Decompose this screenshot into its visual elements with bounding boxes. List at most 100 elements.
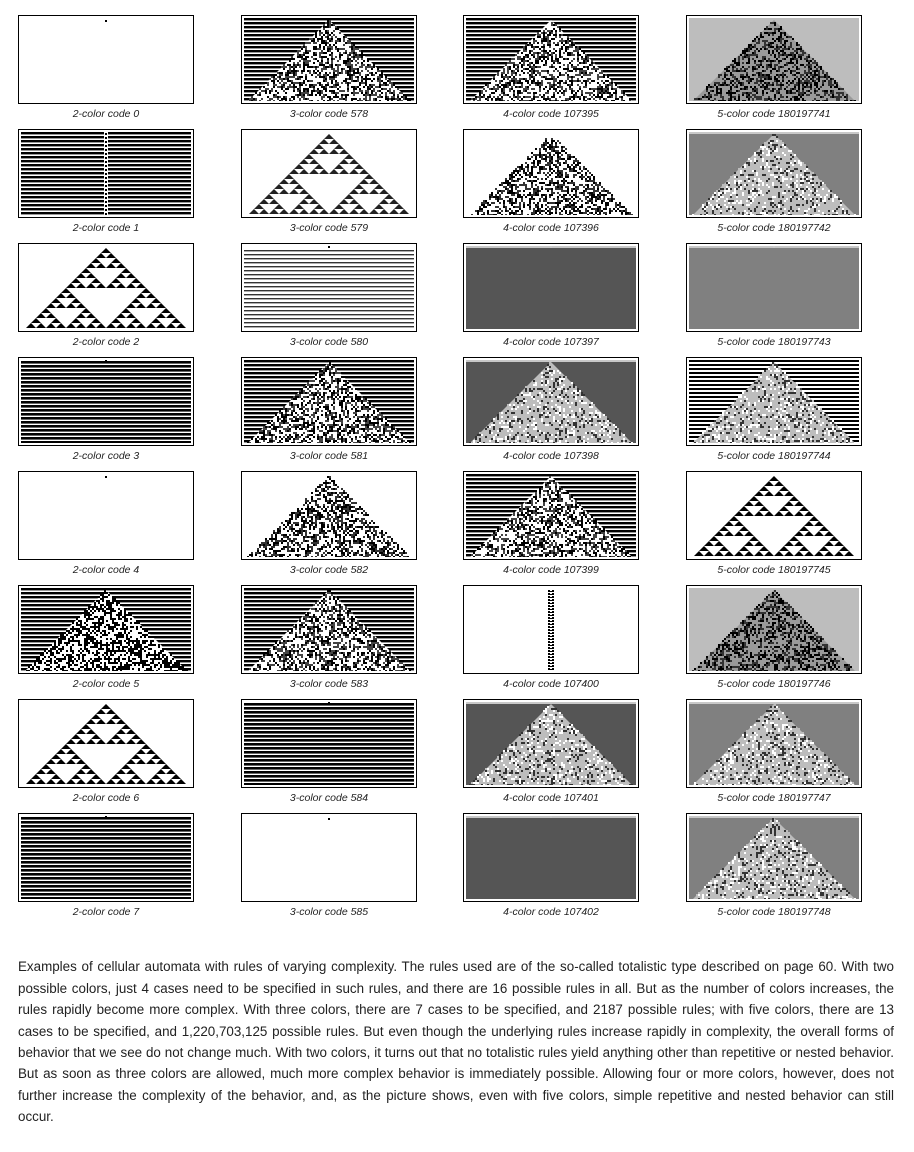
automaton-figure: 5-color code 180197745	[686, 471, 862, 583]
automaton-panel	[241, 243, 417, 332]
automaton-pattern	[689, 360, 859, 443]
automaton-pattern	[244, 18, 414, 101]
automaton-panel	[241, 357, 417, 446]
panel-label: 3-color code 583	[241, 678, 417, 690]
automaton-pattern	[244, 702, 414, 785]
automaton-panel	[686, 15, 862, 104]
automaton-panel	[241, 585, 417, 674]
automaton-panel	[241, 813, 417, 902]
panel-label: 5-color code 180197746	[686, 678, 862, 690]
panel-label: 5-color code 180197742	[686, 222, 862, 234]
panel-label: 2-color code 2	[18, 336, 194, 348]
automaton-figure: 2-color code 6	[18, 699, 194, 811]
automaton-figure: 2-color code 1	[18, 129, 194, 241]
automaton-panel	[463, 471, 639, 560]
automaton-panel	[463, 699, 639, 788]
panel-label: 4-color code 107402	[463, 906, 639, 918]
automaton-pattern	[466, 588, 636, 671]
automaton-figure: 3-color code 579	[241, 129, 417, 241]
automaton-pattern	[689, 816, 859, 899]
automaton-pattern	[21, 246, 191, 329]
panel-label: 4-color code 107396	[463, 222, 639, 234]
automaton-pattern	[21, 360, 191, 443]
automaton-pattern	[689, 18, 859, 101]
panel-label: 5-color code 180197743	[686, 336, 862, 348]
panel-label: 3-color code 581	[241, 450, 417, 462]
automaton-panel	[463, 357, 639, 446]
automaton-figure: 4-color code 107397	[463, 243, 639, 355]
automaton-figure: 4-color code 107401	[463, 699, 639, 811]
automaton-panel	[686, 813, 862, 902]
automaton-pattern	[689, 588, 859, 671]
automaton-panel	[686, 243, 862, 332]
panel-label: 4-color code 107400	[463, 678, 639, 690]
automaton-figure: 5-color code 180197746	[686, 585, 862, 697]
automaton-figure: 2-color code 2	[18, 243, 194, 355]
panel-label: 2-color code 1	[18, 222, 194, 234]
automaton-figure: 4-color code 107399	[463, 471, 639, 583]
automaton-panel	[241, 699, 417, 788]
panel-label: 2-color code 4	[18, 564, 194, 576]
automaton-figure: 3-color code 584	[241, 699, 417, 811]
automaton-panel	[463, 129, 639, 218]
panel-label: 2-color code 5	[18, 678, 194, 690]
automaton-figure: 2-color code 3	[18, 357, 194, 469]
automaton-figure: 5-color code 180197748	[686, 813, 862, 925]
panel-label: 3-color code 585	[241, 906, 417, 918]
automaton-pattern	[689, 246, 859, 329]
panel-label: 5-color code 180197741	[686, 108, 862, 120]
automaton-figure: 3-color code 578	[241, 15, 417, 127]
automaton-figure: 5-color code 180197741	[686, 15, 862, 127]
automaton-panel	[18, 15, 194, 104]
automaton-figure: 2-color code 4	[18, 471, 194, 583]
automaton-pattern	[244, 474, 414, 557]
automaton-figure: 3-color code 583	[241, 585, 417, 697]
automaton-pattern	[244, 360, 414, 443]
automaton-panel	[18, 471, 194, 560]
panel-label: 2-color code 0	[18, 108, 194, 120]
automaton-figure: 2-color code 0	[18, 15, 194, 127]
automaton-panel	[463, 15, 639, 104]
panel-label: 5-color code 180197744	[686, 450, 862, 462]
automaton-panel	[686, 129, 862, 218]
automaton-pattern	[466, 360, 636, 443]
automaton-panel	[463, 585, 639, 674]
automaton-pattern	[21, 588, 191, 671]
panel-label: 3-color code 584	[241, 792, 417, 804]
automaton-pattern	[689, 474, 859, 557]
automaton-figure: 3-color code 582	[241, 471, 417, 583]
automaton-figure: 4-color code 107396	[463, 129, 639, 241]
panel-label: 4-color code 107397	[463, 336, 639, 348]
panel-label: 4-color code 107399	[463, 564, 639, 576]
automaton-panel	[241, 129, 417, 218]
panel-label: 3-color code 580	[241, 336, 417, 348]
automaton-pattern	[466, 132, 636, 215]
automaton-pattern	[466, 702, 636, 785]
panel-label: 5-color code 180197747	[686, 792, 862, 804]
automaton-pattern	[689, 132, 859, 215]
automaton-panel	[18, 129, 194, 218]
automaton-figure: 5-color code 180197744	[686, 357, 862, 469]
automaton-panel	[463, 243, 639, 332]
automaton-figure: 4-color code 107400	[463, 585, 639, 697]
panel-label: 3-color code 579	[241, 222, 417, 234]
automaton-pattern	[244, 588, 414, 671]
panel-label: 2-color code 7	[18, 906, 194, 918]
automaton-pattern	[21, 18, 191, 101]
automaton-figure: 3-color code 585	[241, 813, 417, 925]
automaton-panel	[686, 471, 862, 560]
automaton-pattern	[21, 132, 191, 215]
automaton-figure: 2-color code 5	[18, 585, 194, 697]
panel-label: 3-color code 578	[241, 108, 417, 120]
panel-label: 5-color code 180197748	[686, 906, 862, 918]
automaton-figure: 4-color code 107402	[463, 813, 639, 925]
automaton-figure: 4-color code 107398	[463, 357, 639, 469]
figure-caption: Examples of cellular automata with rules…	[18, 956, 894, 1127]
panel-label: 2-color code 3	[18, 450, 194, 462]
automaton-panel	[18, 357, 194, 446]
automaton-panel	[18, 699, 194, 788]
automaton-panel	[463, 813, 639, 902]
automaton-panel	[686, 699, 862, 788]
automaton-panel	[18, 585, 194, 674]
automaton-pattern	[466, 816, 636, 899]
